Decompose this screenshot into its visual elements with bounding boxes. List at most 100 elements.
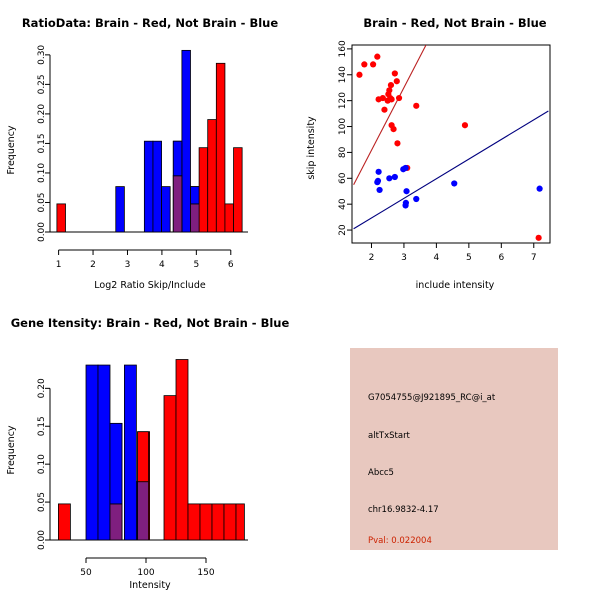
svg-text:20: 20	[338, 224, 348, 236]
histogram-bar	[137, 431, 149, 483]
gene-histogram-plot-area: 0.00 0.05 0.10 0.15 0.20 50 100 150	[37, 359, 248, 578]
histogram-bar	[115, 186, 125, 233]
scatter-point	[535, 234, 542, 241]
histogram-bar	[85, 364, 99, 541]
svg-text:100: 100	[137, 568, 154, 578]
scatter-title: Brain - Red, Not Brain - Blue	[363, 16, 546, 30]
scatter-svg: Brain - Red, Not Brain - Blue skip inten…	[306, 16, 551, 291]
ratio-histogram-ylabel: Frequency	[6, 125, 17, 174]
histogram-bar	[199, 503, 213, 541]
scatter-point	[361, 61, 368, 68]
histogram-bar	[207, 119, 217, 233]
histogram-bar	[175, 359, 189, 541]
gene-info-panel: G7054755@J921895_RC@i_at altTxStart Abcc…	[300, 300, 600, 600]
histogram-bar	[198, 147, 209, 233]
gene-histogram-panel: Gene Itensity: Brain - Red, Not Brain - …	[0, 300, 300, 600]
svg-text:2: 2	[369, 253, 375, 263]
svg-text:0.20: 0.20	[37, 378, 47, 398]
scatter-point	[402, 164, 409, 172]
svg-text:6: 6	[228, 260, 234, 270]
ratio-histogram-title: RatioData: Brain - Red, Not Brain - Blue	[22, 16, 279, 30]
ratio-histogram-svg: RatioData: Brain - Red, Not Brain - Blue…	[6, 16, 279, 291]
histogram-overlap-bar	[190, 203, 200, 233]
boundary-line	[353, 110, 549, 230]
svg-text:60: 60	[338, 172, 348, 184]
svg-text:5: 5	[466, 253, 472, 263]
histogram-overlap-bar	[172, 175, 183, 233]
svg-text:5: 5	[193, 260, 199, 270]
scatter-point	[403, 188, 410, 195]
histogram-bar	[235, 503, 245, 541]
scatter-point	[387, 82, 395, 89]
svg-text:100: 100	[338, 118, 348, 135]
scatter-point	[391, 173, 398, 181]
scatter-point	[394, 140, 401, 147]
gene-name-text: Abcc5	[368, 468, 394, 478]
gene-histogram-title: Gene Itensity: Brain - Red, Not Brain - …	[11, 316, 290, 330]
gene-histogram-xlabel: Intensity	[129, 580, 171, 591]
ratio-histogram-xlabel: Log2 Ratio Skip/Include	[94, 280, 206, 291]
histogram-bar	[215, 62, 226, 233]
scatter-point	[395, 94, 403, 102]
scatter-point	[390, 126, 397, 133]
scatter-point	[386, 87, 393, 94]
scatter-point	[451, 180, 458, 187]
svg-text:50: 50	[80, 568, 92, 578]
scatter-point	[413, 195, 420, 203]
pval-text: Pval: 0.022004	[368, 536, 432, 546]
histogram-bar	[223, 503, 237, 541]
svg-text:160: 160	[338, 40, 348, 57]
scatter-point	[413, 102, 420, 109]
scatter-point	[379, 94, 386, 102]
gene-histogram-svg: Gene Itensity: Brain - Red, Not Brain - …	[6, 316, 290, 591]
svg-text:0.05: 0.05	[37, 492, 47, 512]
scatter-point	[461, 122, 469, 129]
scatter-point	[386, 175, 393, 182]
locus-text: chr16.9832-4.17	[368, 505, 439, 515]
svg-text:140: 140	[338, 66, 348, 83]
scatter-point	[393, 78, 400, 85]
histogram-bar	[143, 140, 154, 233]
svg-text:0.05: 0.05	[37, 192, 47, 212]
histogram-bar	[181, 49, 191, 233]
histogram-bar	[163, 395, 177, 541]
plot-frame	[351, 44, 551, 244]
scatter-point	[369, 61, 377, 68]
scatter-point	[375, 168, 382, 175]
histogram-bar	[187, 503, 201, 541]
histogram-bar	[97, 364, 111, 541]
svg-text:4: 4	[159, 260, 165, 270]
svg-text:6: 6	[498, 253, 504, 263]
histogram-bar	[109, 422, 123, 505]
histogram-bar	[161, 186, 171, 233]
scatter-point	[536, 185, 543, 192]
boundary-line	[353, 45, 427, 186]
scatter-point	[381, 106, 388, 113]
scatter-point	[374, 53, 381, 60]
histogram-overlap-bar	[109, 503, 123, 541]
gene-histogram-ylabel: Frequency	[6, 425, 17, 474]
scatter-point	[402, 199, 409, 206]
svg-text:3: 3	[125, 260, 131, 270]
scatter-panel: Brain - Red, Not Brain - Blue skip inten…	[300, 0, 600, 300]
svg-text:40: 40	[338, 198, 348, 210]
ratio-histogram-panel: RatioData: Brain - Red, Not Brain - Blue…	[0, 0, 300, 300]
svg-text:0.15: 0.15	[37, 133, 47, 153]
scatter-point	[391, 70, 398, 77]
svg-text:0.10: 0.10	[37, 454, 47, 474]
histogram-bar	[172, 140, 183, 177]
histogram-bar	[56, 203, 66, 233]
svg-text:120: 120	[338, 92, 348, 109]
svg-text:2: 2	[90, 260, 96, 270]
svg-text:0.10: 0.10	[37, 163, 47, 183]
scatter-xlabel: include intensity	[416, 280, 495, 291]
svg-text:0.15: 0.15	[37, 416, 47, 436]
svg-text:0.25: 0.25	[37, 74, 47, 94]
svg-text:1: 1	[56, 260, 62, 270]
histogram-bar	[233, 147, 243, 233]
scatter-point	[374, 177, 382, 184]
svg-text:0.30: 0.30	[37, 45, 47, 65]
svg-text:150: 150	[197, 568, 214, 578]
svg-text:4: 4	[434, 253, 440, 263]
gene-info-box: G7054755@J921895_RC@i_at altTxStart Abcc…	[350, 348, 558, 550]
